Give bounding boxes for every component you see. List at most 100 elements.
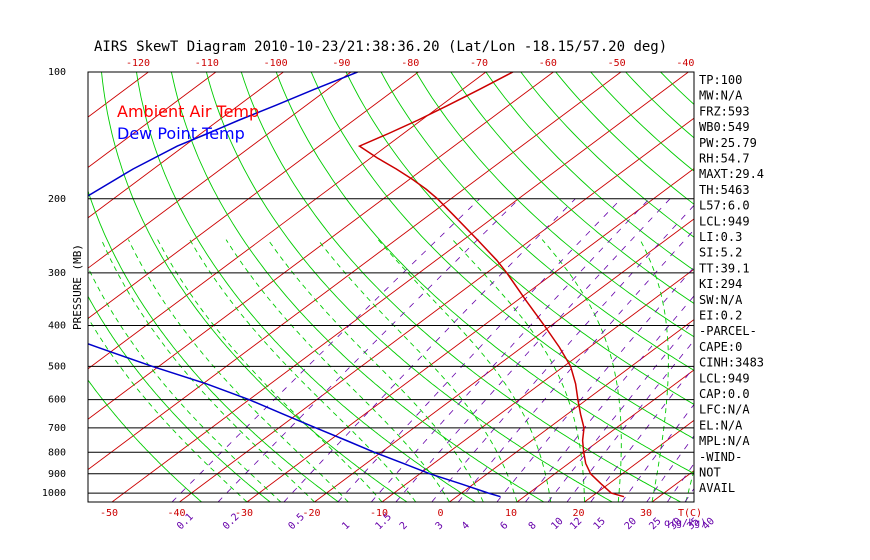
isotherm-line bbox=[0, 72, 13, 502]
top-temp-tick-label: -40 bbox=[676, 58, 694, 69]
legend-dew-point-temp: Dew Point Temp bbox=[117, 124, 245, 143]
bottom-temp-tick-label: -50 bbox=[100, 508, 118, 519]
dry-adiabat-line bbox=[345, 72, 694, 405]
isotherm-line bbox=[381, 268, 694, 502]
mixing-ratio-line bbox=[566, 339, 694, 502]
dry-adiabat-line bbox=[310, 72, 694, 440]
pressure-tick-label: 600 bbox=[48, 395, 66, 406]
index-item: L57:6.0 bbox=[699, 199, 750, 213]
dry-adiabat-line bbox=[88, 379, 202, 502]
index-item: SW:N/A bbox=[699, 293, 743, 307]
top-temp-tick-label: -90 bbox=[332, 58, 350, 69]
index-item: TP:100 bbox=[699, 73, 742, 87]
index-item: LI:0.3 bbox=[699, 230, 742, 244]
mixing-ratio-line bbox=[370, 198, 650, 502]
dry-adiabat-line bbox=[520, 72, 694, 238]
bottom-temp-tick-label: -40 bbox=[168, 508, 186, 519]
dry-adiabat-line bbox=[88, 295, 271, 502]
index-item: CAP:0.0 bbox=[699, 387, 750, 401]
isotherm-line bbox=[855, 72, 870, 502]
mixing-ratio-line bbox=[395, 198, 671, 502]
mixing-ratio-line bbox=[590, 366, 694, 502]
pressure-tick-label: 200 bbox=[48, 194, 66, 205]
index-item: FRZ:593 bbox=[699, 104, 750, 118]
mixing-ratio-label: 4 bbox=[460, 520, 472, 532]
mixing-ratio-line bbox=[621, 403, 694, 502]
moist-adiabat-line bbox=[88, 316, 248, 502]
dry-adiabat-line bbox=[136, 72, 476, 502]
mixing-ratio-label: 10 bbox=[549, 516, 565, 532]
chart-title: AIRS SkewT Diagram 2010-10-23/21:38:36.2… bbox=[94, 39, 667, 55]
moist-adiabat-line bbox=[639, 239, 669, 502]
dry-adiabat-line bbox=[275, 72, 694, 475]
isotherm-line bbox=[88, 72, 487, 370]
isotherm-line bbox=[88, 72, 352, 269]
moist-adiabat-line bbox=[317, 239, 518, 502]
isotherm-line bbox=[88, 72, 554, 420]
y-axis-label: PRESSURE (MB) bbox=[71, 244, 84, 330]
index-item: TH:5463 bbox=[699, 183, 750, 197]
pressure-tick-label: 300 bbox=[48, 268, 66, 279]
dry-adiabat-line bbox=[88, 189, 339, 502]
dry-adiabat-line bbox=[485, 72, 694, 271]
isotherm-line bbox=[787, 72, 870, 502]
dry-adiabat-line bbox=[800, 72, 870, 502]
isotherm-line bbox=[88, 72, 284, 219]
temperature-curve bbox=[357, 72, 625, 498]
moist-adiabat-line bbox=[189, 239, 417, 502]
isotherm-line bbox=[314, 218, 694, 502]
mixing-ratio-unit: q(g/kg) bbox=[664, 518, 706, 529]
isotherm-line bbox=[88, 72, 217, 168]
mixing-ratio-label: 8 bbox=[527, 520, 539, 532]
dry-adiabat-line bbox=[835, 72, 870, 502]
isotherm-line bbox=[584, 419, 694, 502]
index-item: LFC:N/A bbox=[699, 403, 750, 417]
mixing-ratio-line bbox=[496, 266, 694, 502]
mixing-ratio-label: 20 bbox=[623, 516, 639, 532]
mixing-ratio-line bbox=[217, 198, 520, 502]
bottom-axis-unit: T(C) bbox=[678, 508, 702, 519]
mixing-ratio-line bbox=[547, 319, 694, 502]
mixing-ratio-label: 15 bbox=[592, 516, 608, 532]
mixing-ratio-line bbox=[646, 435, 694, 502]
index-item: MPL:N/A bbox=[699, 434, 750, 448]
mixing-ratio-line bbox=[666, 462, 694, 502]
profile-curves bbox=[88, 72, 625, 498]
index-item: MW:N/A bbox=[699, 89, 743, 103]
pressure-tick-label: 800 bbox=[48, 447, 66, 458]
dry-adiabat-line bbox=[205, 72, 613, 502]
index-item: CINH:3483 bbox=[699, 356, 764, 370]
index-item: -WIND- bbox=[699, 450, 742, 464]
index-item: WB0:549 bbox=[699, 120, 750, 134]
index-item: PW:25.79 bbox=[699, 136, 757, 150]
moist-adiabat-line bbox=[753, 240, 857, 502]
pressure-tick-label: 900 bbox=[48, 469, 66, 480]
pressure-tick-label: 1000 bbox=[42, 488, 66, 499]
dry-adiabat-line bbox=[380, 72, 694, 371]
isotherm-line bbox=[516, 369, 694, 502]
index-item: RH:54.7 bbox=[699, 152, 750, 166]
bottom-temp-tick-label: -20 bbox=[303, 508, 321, 519]
mixing-ratio-line bbox=[525, 295, 694, 502]
index-item: EL:N/A bbox=[699, 418, 743, 432]
index-item: KI:294 bbox=[699, 277, 742, 291]
background-lines bbox=[0, 72, 870, 502]
top-temp-tick-label: -70 bbox=[470, 58, 488, 69]
bottom-temp-tick-label: 10 bbox=[505, 508, 517, 519]
bottom-temp-tick-label: 30 bbox=[640, 508, 652, 519]
index-item: LCL:949 bbox=[699, 371, 750, 385]
plot-frame bbox=[87, 71, 695, 503]
pressure-tick-label: 700 bbox=[48, 423, 66, 434]
index-item: TT:39.1 bbox=[699, 261, 750, 275]
index-item: NOT bbox=[699, 466, 721, 480]
dry-adiabat-line bbox=[240, 72, 682, 502]
bottom-temp-tick-label: 0 bbox=[438, 508, 444, 519]
isotherm-line bbox=[449, 319, 694, 502]
index-item: -PARCEL- bbox=[699, 324, 757, 338]
mixing-ratio-line bbox=[283, 198, 576, 502]
moist-adiabat-line bbox=[127, 239, 349, 502]
pressure-tick-label: 400 bbox=[48, 321, 66, 332]
index-item: LCL:949 bbox=[699, 214, 750, 228]
